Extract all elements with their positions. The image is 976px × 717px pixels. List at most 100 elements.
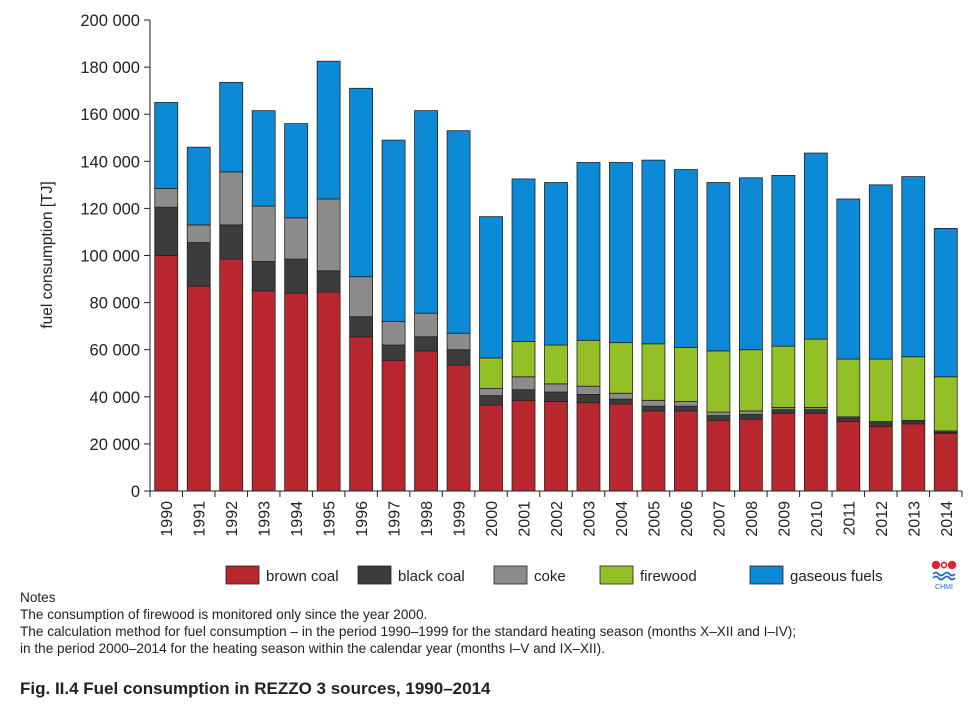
bar-gaseous-fuels-2007 bbox=[706, 182, 731, 352]
notes-line-2: The calculation method for fuel consumpt… bbox=[20, 624, 797, 639]
x-tick-label: 2003 bbox=[581, 501, 598, 537]
bar-gaseous-fuels-2009 bbox=[771, 175, 796, 347]
bar-gaseous-fuels-2005 bbox=[641, 159, 666, 345]
legend-swatch-gaseous-fuels bbox=[749, 565, 784, 585]
bar-brown-coal-1993 bbox=[251, 290, 276, 492]
x-tick-label: 2008 bbox=[744, 501, 761, 537]
bar-black-coal-2000 bbox=[479, 395, 503, 406]
logo-text: CHMI bbox=[935, 584, 953, 591]
bar-black-coal-1992 bbox=[219, 224, 244, 260]
bar-gaseous-fuels-2014 bbox=[933, 228, 958, 378]
legend-label-coke: coke bbox=[534, 568, 566, 585]
logo-dot-left bbox=[931, 560, 941, 570]
bar-brown-coal-2007 bbox=[706, 419, 731, 492]
legend-label-black-coal: black coal bbox=[398, 568, 465, 585]
bar-black-coal-1995 bbox=[316, 270, 341, 293]
legend: brown coal black coal coke firewood gaseous … bbox=[225, 565, 883, 585]
bar-brown-coal-2008 bbox=[738, 418, 763, 492]
bar-black-coal-2010 bbox=[803, 409, 828, 414]
x-tick-label: 2001 bbox=[517, 501, 534, 537]
x-tick-label: 2005 bbox=[646, 501, 663, 537]
notes-heading: Notes bbox=[20, 590, 56, 605]
y-tick-label: 20 000 bbox=[90, 436, 140, 454]
bar-brown-coal-2003 bbox=[576, 402, 601, 492]
x-tick-label: 1990 bbox=[159, 501, 176, 537]
x-tick-label: 2007 bbox=[711, 501, 728, 537]
legend-swatch-firewood bbox=[599, 565, 634, 585]
bar-brown-coal-2001 bbox=[511, 399, 536, 492]
y-axis: 0 20 000 40 000 60 000 80 000 100 000 120 000 1… bbox=[80, 12, 151, 501]
bar-black-coal-1999 bbox=[446, 349, 471, 366]
x-tick-label: 1995 bbox=[322, 501, 339, 537]
bars-layer bbox=[154, 60, 958, 492]
y-tick-label: 140 000 bbox=[80, 153, 140, 171]
x-tick-label: 2000 bbox=[484, 501, 501, 537]
bar-coke-2008 bbox=[738, 410, 763, 415]
x-tick-label: 2012 bbox=[874, 501, 891, 537]
bar-coke-2004 bbox=[609, 392, 633, 400]
x-tick-label: 1994 bbox=[289, 501, 306, 537]
x-tick-label: 2011 bbox=[841, 501, 858, 536]
bar-brown-coal-1999 bbox=[446, 364, 471, 492]
notes-block: Notes The consumption of firewood is mon… bbox=[20, 589, 970, 657]
bar-brown-coal-2012 bbox=[868, 425, 893, 492]
x-tick-label: 1991 bbox=[192, 501, 209, 537]
bar-black-coal-2009 bbox=[771, 409, 796, 414]
bar-coke-2002 bbox=[544, 383, 568, 393]
bar-brown-coal-2013 bbox=[901, 423, 926, 492]
bar-brown-coal-2006 bbox=[674, 410, 698, 492]
bar-gaseous-fuels-1998 bbox=[414, 110, 438, 314]
logo-dot-center bbox=[940, 561, 948, 569]
y-tick-label: 120 000 bbox=[80, 200, 140, 218]
bar-firewood-2004 bbox=[609, 342, 633, 394]
bar-gaseous-fuels-2013 bbox=[901, 176, 926, 358]
bar-firewood-2006 bbox=[674, 346, 698, 402]
y-tick-label: 60 000 bbox=[90, 342, 140, 360]
bar-coke-2001 bbox=[511, 376, 536, 391]
bar-brown-coal-2004 bbox=[609, 403, 633, 492]
logo-dot-right bbox=[947, 560, 957, 570]
bar-coke-1998 bbox=[414, 312, 438, 338]
notes-line-1: The consumption of firewood is monitored… bbox=[20, 607, 428, 622]
bar-brown-coal-2009 bbox=[771, 412, 796, 492]
bar-coke-1996 bbox=[349, 276, 374, 318]
bar-brown-coal-1998 bbox=[414, 350, 438, 492]
bar-brown-coal-2002 bbox=[544, 401, 568, 492]
x-tick-label: 1999 bbox=[452, 501, 469, 537]
bar-brown-coal-1992 bbox=[219, 258, 244, 492]
bar-coke-1992 bbox=[219, 171, 244, 226]
legend-swatch-coke bbox=[493, 565, 528, 585]
bar-black-coal-2004 bbox=[609, 398, 633, 405]
bar-coke-2005 bbox=[641, 399, 666, 407]
bar-brown-coal-2005 bbox=[641, 410, 666, 492]
bar-gaseous-fuels-1992 bbox=[219, 82, 244, 173]
x-tick-label: 1993 bbox=[257, 501, 274, 537]
chmi-logo: CHMI bbox=[931, 560, 957, 591]
bar-brown-coal-2014 bbox=[933, 432, 958, 492]
bar-black-coal-1998 bbox=[414, 336, 438, 352]
bar-gaseous-fuels-2011 bbox=[836, 198, 861, 360]
bar-brown-coal-2010 bbox=[803, 412, 828, 492]
bar-black-coal-2002 bbox=[544, 391, 568, 402]
bar-gaseous-fuels-1997 bbox=[381, 139, 406, 322]
stacked-bar-chart: 0 20 000 40 000 60 000 80 000 100 000 120 000 1… bbox=[39, 12, 963, 585]
bar-firewood-2002 bbox=[544, 344, 568, 385]
legend-swatch-brown-coal bbox=[225, 565, 260, 585]
x-tick-label: 2004 bbox=[614, 501, 631, 537]
figure-title: Fig. II.4 Fuel consumption in REZZO 3 so… bbox=[20, 679, 491, 698]
bar-black-coal-2007 bbox=[706, 415, 731, 421]
bar-gaseous-fuels-1993 bbox=[251, 110, 276, 207]
x-tick-label: 2014 bbox=[939, 501, 956, 537]
y-tick-label: 40 000 bbox=[90, 389, 140, 407]
x-tick-label: 1992 bbox=[224, 501, 241, 537]
bar-black-coal-2005 bbox=[641, 405, 666, 412]
y-tick-label: 100 000 bbox=[80, 248, 140, 266]
x-tick-label: 2010 bbox=[809, 501, 826, 537]
bar-coke-1994 bbox=[284, 217, 309, 260]
bar-firewood-2007 bbox=[706, 350, 731, 413]
x-tick-label: 1996 bbox=[354, 501, 371, 537]
bar-black-coal-2011 bbox=[836, 417, 861, 422]
bar-firewood-2011 bbox=[836, 358, 861, 418]
bar-gaseous-fuels-2006 bbox=[674, 169, 698, 348]
bar-firewood-2001 bbox=[511, 341, 536, 378]
